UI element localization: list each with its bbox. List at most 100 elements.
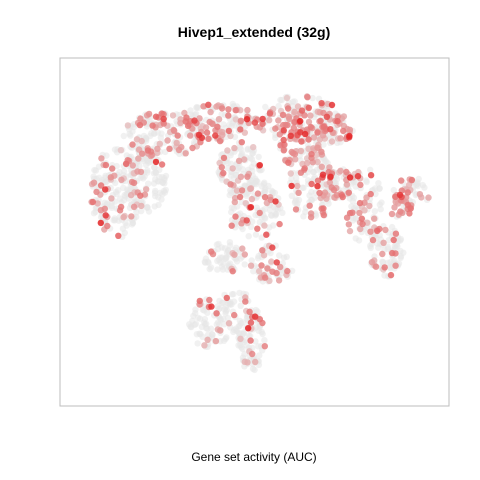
scatter-point bbox=[245, 233, 252, 240]
scatter-point bbox=[337, 167, 344, 174]
scatter-point bbox=[196, 297, 203, 305]
scatter-point bbox=[345, 189, 352, 196]
scatter-point bbox=[120, 214, 127, 221]
scatter-point bbox=[297, 129, 304, 136]
scatter-point bbox=[188, 323, 195, 331]
scatter-point bbox=[227, 132, 234, 140]
scatter-point bbox=[264, 265, 271, 272]
scatter-point bbox=[254, 225, 261, 232]
scatter-point bbox=[294, 103, 302, 110]
scatter-point bbox=[253, 177, 260, 184]
scatter-point bbox=[252, 338, 259, 345]
scatter-point bbox=[275, 277, 283, 284]
scatter-point bbox=[288, 192, 295, 199]
scatter-point bbox=[287, 170, 294, 177]
scatter-point bbox=[334, 118, 341, 125]
scatter-point bbox=[207, 108, 214, 116]
scatter-point bbox=[102, 172, 109, 179]
scatter-point bbox=[346, 209, 354, 217]
scatter-point bbox=[135, 155, 142, 162]
scatter-point bbox=[273, 259, 280, 266]
scatter-point bbox=[92, 167, 100, 174]
scatter-point bbox=[111, 217, 119, 224]
scatter-point bbox=[371, 215, 378, 222]
scatter-point bbox=[392, 230, 400, 237]
scatter-point bbox=[369, 236, 377, 244]
scatter-point bbox=[149, 122, 156, 129]
scatter-point bbox=[124, 122, 132, 129]
scatter-point bbox=[236, 330, 243, 338]
scatter-point bbox=[102, 212, 109, 219]
scatter-point bbox=[301, 112, 308, 119]
scatter-point bbox=[244, 359, 251, 366]
scatter-point bbox=[204, 309, 211, 316]
scatter-point bbox=[316, 189, 323, 197]
scatter-point bbox=[89, 198, 97, 206]
scatter-point bbox=[284, 105, 292, 112]
scatter-point bbox=[173, 139, 180, 147]
scatter-point bbox=[261, 337, 268, 344]
scatter-point bbox=[169, 112, 177, 119]
scatter-point bbox=[255, 343, 262, 350]
scatter-point bbox=[231, 251, 238, 258]
scatter-point bbox=[94, 200, 101, 207]
scatter-point bbox=[214, 123, 221, 130]
scatter-point bbox=[286, 115, 293, 123]
scatter-point bbox=[152, 187, 159, 195]
scatter-point bbox=[230, 298, 238, 305]
scatter-point bbox=[235, 164, 242, 172]
scatter-point bbox=[280, 127, 287, 134]
scatter-point bbox=[248, 195, 256, 203]
scatter-point bbox=[223, 294, 230, 302]
scatter-point bbox=[218, 299, 226, 306]
scatter-point bbox=[345, 221, 352, 228]
scatter-point bbox=[139, 150, 146, 157]
scatter-point bbox=[242, 298, 249, 305]
scatter-point bbox=[231, 144, 238, 152]
scatter-point bbox=[248, 257, 255, 264]
scatter-point bbox=[346, 174, 354, 181]
scatter-point bbox=[276, 220, 283, 228]
scatter-point bbox=[259, 115, 266, 123]
scatter-point bbox=[310, 134, 318, 141]
scatter-point bbox=[236, 322, 243, 329]
scatter-point bbox=[227, 181, 234, 188]
scatter-point bbox=[359, 220, 366, 228]
scatter-point bbox=[376, 185, 383, 192]
scatter-point bbox=[217, 259, 224, 266]
scatter-point bbox=[390, 186, 397, 194]
scatter-point bbox=[367, 166, 374, 173]
scatter-point bbox=[291, 119, 298, 126]
scatter-point bbox=[237, 335, 244, 342]
scatter-point bbox=[349, 217, 357, 224]
scatter-point bbox=[252, 306, 260, 314]
scatter-point bbox=[396, 191, 404, 199]
scatter-point bbox=[252, 231, 260, 238]
scatter-point bbox=[302, 130, 309, 138]
scatter-point bbox=[280, 254, 288, 261]
scatter-point bbox=[363, 177, 370, 184]
scatter-point bbox=[356, 199, 364, 207]
scatter-point bbox=[160, 120, 167, 127]
scatter-point bbox=[218, 105, 226, 112]
scatter-point bbox=[404, 189, 411, 196]
scatter-point bbox=[238, 139, 245, 146]
scatter-point bbox=[101, 205, 109, 212]
scatter-point bbox=[220, 169, 227, 177]
scatter-point bbox=[268, 258, 275, 265]
scatter-point bbox=[292, 156, 299, 163]
scatter-point bbox=[381, 264, 388, 271]
scatter-point bbox=[281, 141, 288, 148]
scatter-point bbox=[241, 129, 248, 136]
scatter-point bbox=[367, 172, 375, 179]
scatter-point bbox=[328, 138, 336, 145]
scatter-point bbox=[325, 200, 332, 207]
scatter-point bbox=[392, 262, 399, 269]
scatter-point bbox=[214, 266, 221, 273]
scatter-point bbox=[308, 151, 315, 158]
scatter-point bbox=[314, 129, 321, 136]
scatter-point bbox=[238, 150, 246, 157]
scatter-point bbox=[158, 161, 166, 168]
scatter-point bbox=[171, 127, 178, 134]
scatter-point bbox=[130, 179, 138, 187]
